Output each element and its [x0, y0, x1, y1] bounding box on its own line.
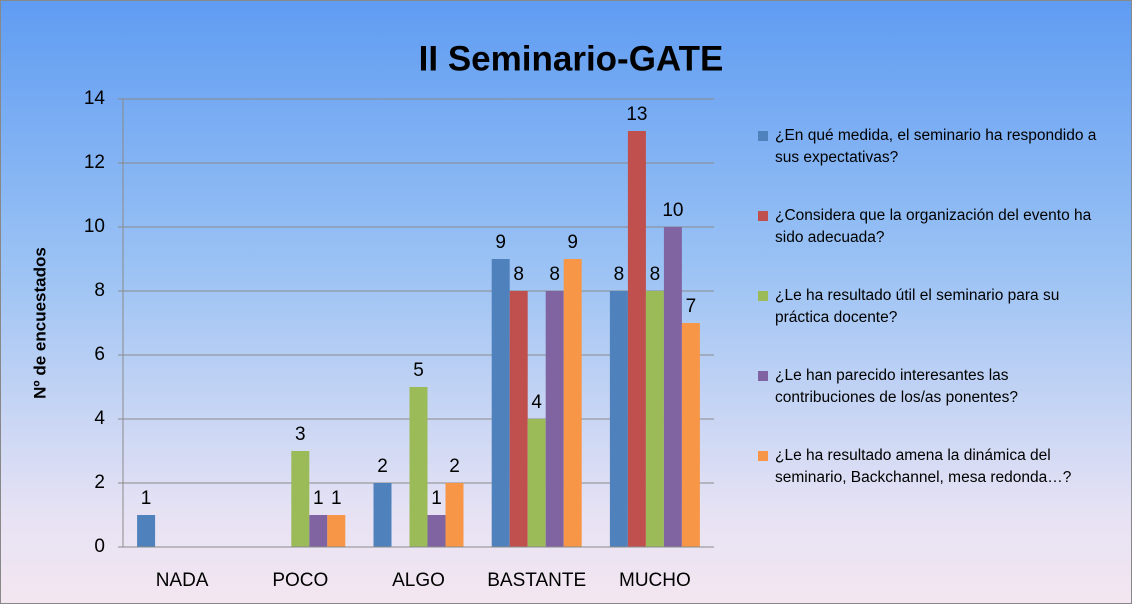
y-tick-label: 12 [84, 152, 105, 173]
x-tick-label: MUCHO [619, 570, 691, 591]
y-tick-label: 6 [94, 344, 105, 365]
legend-label: ¿En qué medida, el seminario ha respondi… [775, 127, 1097, 166]
data-label: 1 [141, 488, 152, 509]
chart-title: II Seminario-GATE [419, 39, 724, 78]
data-label: 4 [531, 392, 542, 413]
legend: ¿En qué medida, el seminario ha respondi… [758, 125, 1108, 525]
data-label: 8 [650, 264, 661, 285]
legend-label: ¿Le ha resultado amena la dinámica del s… [775, 447, 1072, 486]
legend-swatch [758, 451, 768, 461]
bar [545, 291, 564, 547]
data-label: 1 [313, 488, 324, 509]
legend-swatch [758, 371, 768, 381]
legend-item: ¿Le han parecido interesantes las contri… [758, 365, 1108, 445]
y-tick-label: 10 [84, 216, 105, 237]
data-label: 3 [295, 424, 306, 445]
data-label: 9 [567, 232, 578, 253]
y-tick-label: 4 [94, 408, 105, 429]
legend-item: ¿Considera que la organización del event… [758, 205, 1108, 285]
bar [509, 291, 528, 547]
data-label: 8 [614, 264, 625, 285]
y-axis-label: Nº de encuestados [30, 247, 49, 399]
bar [681, 323, 700, 547]
bar [291, 451, 310, 547]
legend-swatch [758, 211, 768, 221]
data-label: 1 [431, 488, 442, 509]
data-label: 13 [626, 104, 647, 125]
bar [491, 259, 510, 547]
x-tick-label: POCO [272, 570, 328, 591]
y-tick-label: 14 [84, 88, 106, 109]
data-label: 2 [449, 456, 460, 477]
legend-label: ¿Considera que la organización del event… [775, 207, 1092, 246]
data-label: 10 [662, 200, 683, 221]
legend-label: ¿Le han parecido interesantes las contri… [775, 367, 1018, 406]
legend-label: ¿Le ha resultado útil el seminario para … [775, 287, 1060, 326]
bar [527, 419, 546, 547]
data-label: 7 [686, 296, 697, 317]
x-tick-label: ALGO [392, 570, 445, 591]
x-tick-label: BASTANTE [487, 570, 586, 591]
bar [309, 515, 328, 547]
bar [663, 227, 682, 547]
bar [627, 131, 646, 547]
bar [645, 291, 664, 547]
data-label: 9 [495, 232, 506, 253]
legend-item: ¿En qué medida, el seminario ha respondi… [758, 125, 1108, 205]
bar [445, 483, 464, 547]
y-tick-label: 8 [94, 280, 105, 301]
bar [563, 259, 582, 547]
legend-item: ¿Le ha resultado amena la dinámica del s… [758, 445, 1108, 525]
bar [427, 515, 446, 547]
bar [137, 515, 156, 547]
legend-swatch [758, 131, 768, 141]
y-tick-label: 0 [94, 536, 105, 557]
data-label: 2 [377, 456, 388, 477]
bar [409, 387, 428, 547]
data-label: 1 [331, 488, 342, 509]
x-tick-label: NADA [156, 570, 209, 591]
data-label: 5 [413, 360, 424, 381]
legend-swatch [758, 291, 768, 301]
data-label: 8 [549, 264, 560, 285]
bar [327, 515, 346, 547]
y-tick-label: 2 [94, 472, 105, 493]
data-label: 8 [513, 264, 524, 285]
bar [373, 483, 392, 547]
legend-item: ¿Le ha resultado útil el seminario para … [758, 285, 1108, 365]
bar [609, 291, 628, 547]
